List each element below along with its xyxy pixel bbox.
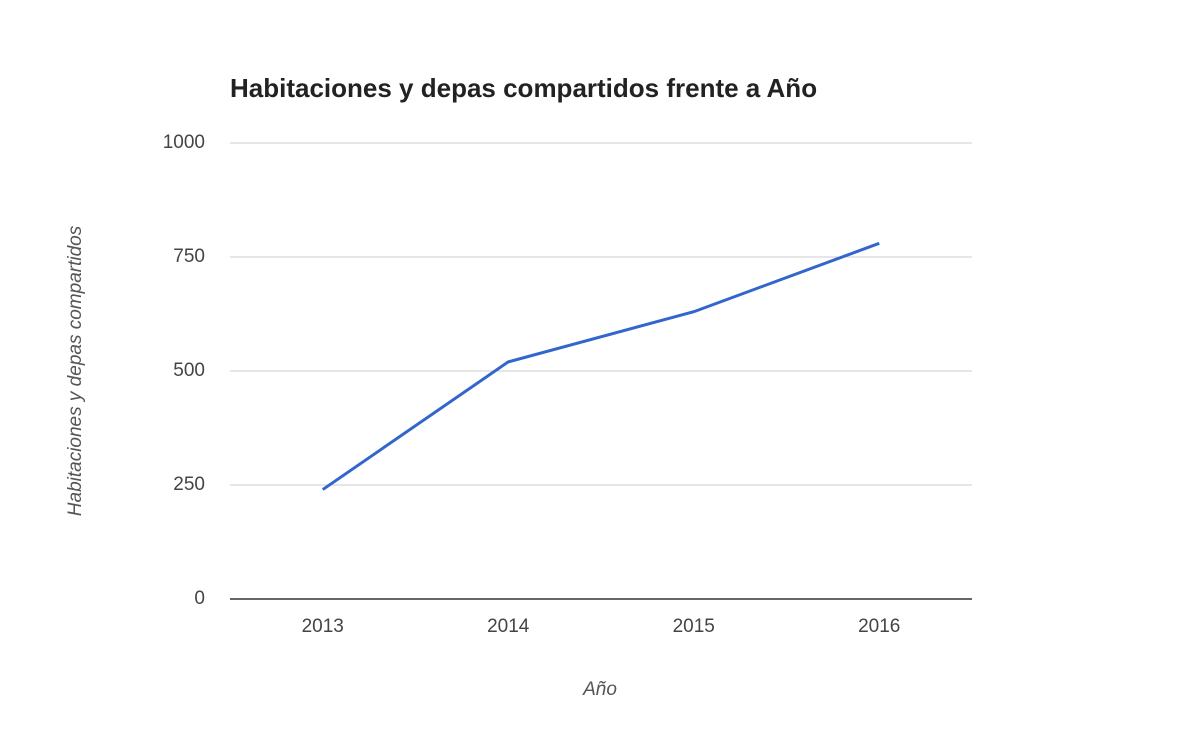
y-tick-label: 500 [173, 360, 205, 381]
y-tick-label: 750 [173, 246, 205, 267]
x-axis-title: Año [582, 679, 617, 700]
x-tick-label: 2016 [858, 616, 900, 637]
x-tick-label: 2015 [673, 616, 715, 637]
chart-title: Habitaciones y depas compartidos frente … [230, 73, 817, 103]
x-tick-label: 2014 [487, 616, 530, 637]
y-axis-title: Habitaciones y depas compartidos [65, 225, 86, 516]
line-series [321, 241, 880, 491]
x-tick-label: 2013 [302, 616, 344, 637]
y-tick-label: 1000 [163, 132, 205, 153]
y-tick-label: 250 [173, 474, 205, 495]
y-tick-label: 0 [194, 588, 205, 609]
